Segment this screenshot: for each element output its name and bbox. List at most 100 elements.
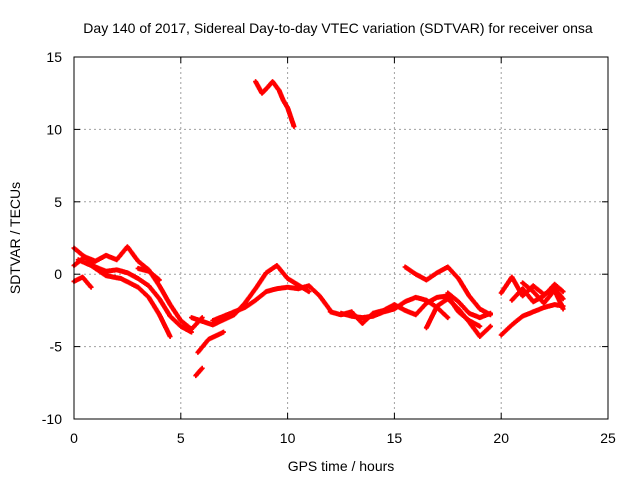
data-point xyxy=(561,290,565,294)
data-point xyxy=(76,258,80,262)
data-point xyxy=(277,88,281,92)
data-point xyxy=(403,308,407,312)
data-point xyxy=(478,334,482,338)
data-point xyxy=(542,294,546,298)
data-point xyxy=(271,80,275,84)
data-point xyxy=(521,314,525,318)
data-point xyxy=(296,287,300,291)
data-point xyxy=(104,274,108,278)
y-tick-label: 15 xyxy=(46,49,62,65)
series-pass-18 xyxy=(509,281,566,305)
data-point xyxy=(531,290,535,294)
y-axis-label: SDTVAR / TECUs xyxy=(7,182,23,294)
data-point xyxy=(435,295,439,299)
data-point xyxy=(254,80,258,84)
data-point xyxy=(136,277,140,281)
data-point xyxy=(446,316,450,320)
data-point xyxy=(382,310,386,314)
data-point xyxy=(318,294,322,298)
data-point xyxy=(264,87,268,91)
series-pass-7 xyxy=(195,329,226,355)
data-point xyxy=(286,277,290,281)
data-point xyxy=(371,314,375,318)
data-point xyxy=(200,316,204,320)
axis-ticks: 0 5 10 15 20 25 -10 -5 0 5 10 15 xyxy=(42,49,616,446)
data-point xyxy=(531,310,535,314)
data-point xyxy=(211,319,215,323)
data-point xyxy=(360,321,364,325)
data-point xyxy=(222,330,226,334)
data-point xyxy=(125,245,129,249)
data-point xyxy=(456,307,460,311)
data-point xyxy=(81,275,85,279)
data-point xyxy=(561,297,565,301)
y-tick-label: 10 xyxy=(46,121,62,137)
data-point xyxy=(89,285,93,289)
data-point xyxy=(232,310,236,314)
series-pass-12 xyxy=(338,294,451,321)
series-pass-15 xyxy=(445,290,493,321)
x-tick-label: 5 xyxy=(177,430,185,446)
series-marks xyxy=(498,302,566,338)
data-point xyxy=(83,255,87,259)
data-point xyxy=(456,300,460,304)
series-pass-8 xyxy=(189,263,312,328)
data-point xyxy=(435,271,439,275)
data-point xyxy=(307,284,311,288)
series-pass-6 xyxy=(193,365,205,379)
data-point xyxy=(478,307,482,311)
data-point xyxy=(136,266,140,270)
data-point xyxy=(189,330,193,334)
data-point xyxy=(414,295,418,299)
data-point xyxy=(264,290,268,294)
data-point xyxy=(499,333,503,337)
data-point xyxy=(446,297,450,301)
y-tick-label: -10 xyxy=(42,411,62,427)
data-point xyxy=(147,295,151,299)
data-point xyxy=(93,259,97,263)
data-point xyxy=(168,314,172,318)
series-pass-4 xyxy=(71,274,94,290)
data-point xyxy=(435,304,439,308)
data-point xyxy=(194,374,198,378)
data-point xyxy=(510,275,514,279)
data-point xyxy=(136,285,140,289)
series-pass-14 xyxy=(423,296,493,339)
data-point xyxy=(286,285,290,289)
data-point xyxy=(147,284,151,288)
data-point xyxy=(542,306,546,310)
series-pass-19 xyxy=(520,280,566,312)
data-point xyxy=(196,350,200,354)
data-point xyxy=(260,91,264,95)
data-point xyxy=(542,301,546,305)
data-point xyxy=(414,313,418,317)
x-tick-label: 15 xyxy=(387,430,403,446)
data-point xyxy=(392,307,396,311)
data-point xyxy=(104,253,108,257)
data-point xyxy=(179,324,183,328)
data-point xyxy=(286,106,290,110)
y-tick-label: 5 xyxy=(54,194,62,210)
plot-frame xyxy=(73,56,609,420)
data-point xyxy=(467,320,471,324)
y-tick-label: -5 xyxy=(50,339,63,355)
data-point xyxy=(254,287,258,291)
data-layer xyxy=(71,79,566,379)
data-point xyxy=(222,314,226,318)
data-point xyxy=(467,311,471,315)
data-point xyxy=(510,323,514,327)
series-pass-9 xyxy=(210,283,333,323)
chart-title: Day 140 of 2017, Sidereal Day-to-day VTE… xyxy=(83,20,593,36)
data-point xyxy=(179,319,183,323)
data-point xyxy=(307,290,311,294)
data-point xyxy=(392,303,396,307)
series-pass-10 xyxy=(253,79,297,129)
data-point xyxy=(189,316,193,320)
data-point xyxy=(553,303,557,307)
data-point xyxy=(403,265,407,269)
data-point xyxy=(456,277,460,281)
data-point xyxy=(275,287,279,291)
data-point xyxy=(281,98,285,102)
data-point xyxy=(157,284,161,288)
